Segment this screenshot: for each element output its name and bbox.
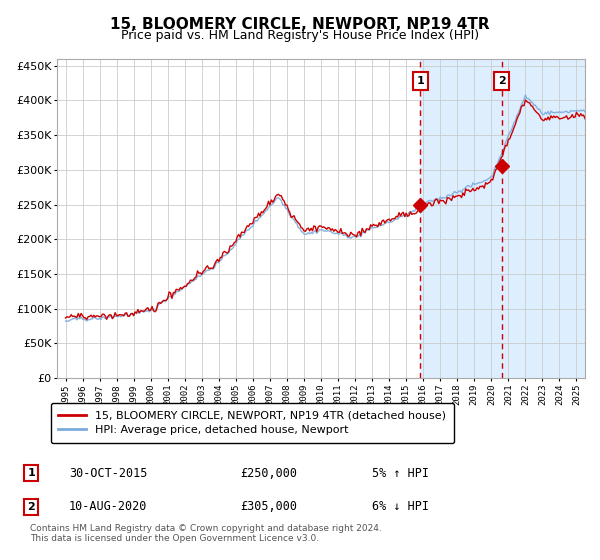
Text: 1: 1 (28, 468, 35, 478)
Text: Price paid vs. HM Land Registry's House Price Index (HPI): Price paid vs. HM Land Registry's House … (121, 29, 479, 42)
Text: £305,000: £305,000 (240, 500, 297, 514)
Text: 2: 2 (497, 76, 505, 86)
Text: 10-AUG-2020: 10-AUG-2020 (69, 500, 148, 514)
Text: 2: 2 (28, 502, 35, 512)
Text: 15, BLOOMERY CIRCLE, NEWPORT, NP19 4TR: 15, BLOOMERY CIRCLE, NEWPORT, NP19 4TR (110, 17, 490, 32)
Bar (420, 59, 585, 378)
Legend: 15, BLOOMERY CIRCLE, NEWPORT, NP19 4TR (detached house), HPI: Average price, det: 15, BLOOMERY CIRCLE, NEWPORT, NP19 4TR (… (50, 403, 454, 443)
Text: £250,000: £250,000 (240, 466, 297, 480)
Text: Contains HM Land Registry data © Crown copyright and database right 2024.
This d: Contains HM Land Registry data © Crown c… (30, 524, 382, 543)
Text: 30-OCT-2015: 30-OCT-2015 (69, 466, 148, 480)
Text: 1: 1 (416, 76, 424, 86)
Text: 6% ↓ HPI: 6% ↓ HPI (372, 500, 429, 514)
Text: 5% ↑ HPI: 5% ↑ HPI (372, 466, 429, 480)
